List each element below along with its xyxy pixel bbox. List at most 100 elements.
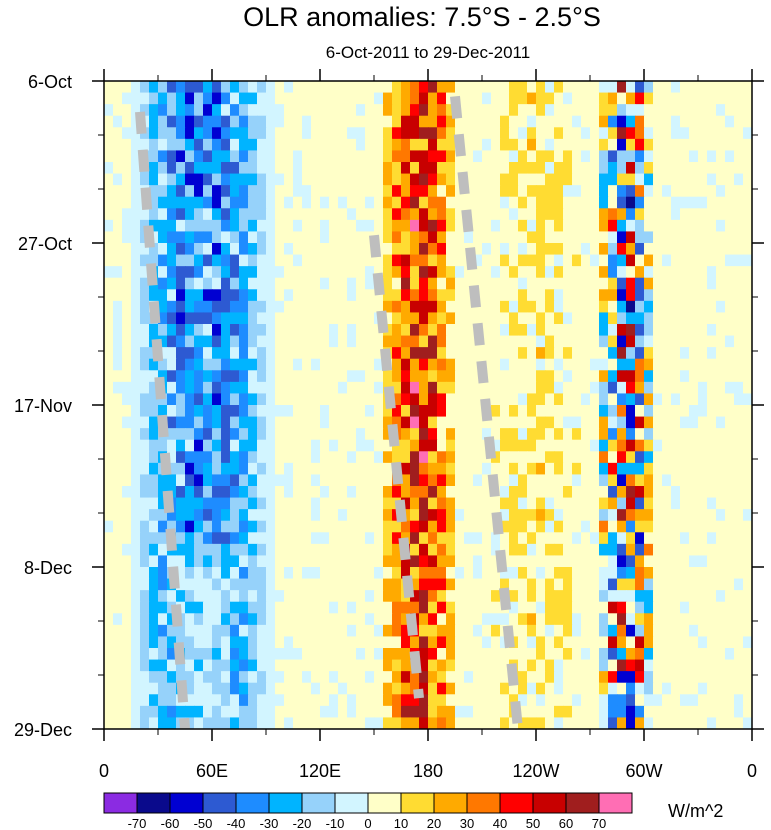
heatmap-cell — [302, 196, 312, 209]
heatmap-cell — [464, 578, 474, 591]
heatmap-cell — [374, 705, 384, 719]
heatmap-cell — [401, 254, 411, 267]
heatmap-cell — [122, 624, 132, 638]
heatmap-cell — [158, 347, 168, 360]
heatmap-cell — [572, 555, 582, 568]
heatmap-cell — [572, 648, 582, 661]
heatmap-cell — [428, 370, 438, 383]
heatmap-cell — [545, 474, 555, 487]
heatmap-cell — [338, 92, 348, 105]
heatmap-cell — [383, 266, 393, 279]
heatmap-cell — [689, 219, 699, 233]
heatmap-cell — [428, 208, 438, 221]
heatmap-cell — [644, 173, 654, 186]
heatmap-cell — [536, 243, 546, 256]
heatmap-cell — [113, 543, 123, 557]
heatmap-cell — [221, 358, 231, 371]
heatmap-cell — [608, 335, 618, 348]
heatmap-cell — [473, 92, 483, 105]
heatmap-cell — [104, 185, 114, 198]
heatmap-cell — [743, 474, 752, 487]
heatmap-cell — [608, 509, 618, 522]
heatmap-cell — [716, 185, 726, 198]
heatmap-cell — [230, 381, 240, 395]
heatmap-cell — [122, 497, 132, 510]
heatmap-cell — [473, 682, 483, 695]
heatmap-cell — [230, 555, 240, 568]
heatmap-cell — [653, 416, 663, 429]
heatmap-cell — [293, 92, 303, 105]
heatmap-cell — [149, 428, 159, 441]
heatmap-cell — [113, 92, 123, 105]
heatmap-cell — [374, 185, 384, 198]
heatmap-cell — [167, 381, 177, 395]
heatmap-cell — [437, 439, 447, 452]
heatmap-cell — [383, 462, 393, 476]
heatmap-cell — [455, 462, 465, 476]
heatmap-cell — [356, 613, 366, 626]
heatmap-cell — [230, 671, 240, 684]
heatmap-cell — [428, 335, 438, 348]
heatmap-cell — [725, 428, 735, 441]
heatmap-cell — [356, 277, 366, 290]
heatmap-cell — [392, 682, 402, 695]
heatmap-cell — [716, 312, 726, 325]
heatmap-cell — [698, 196, 708, 209]
heatmap-cell — [257, 138, 267, 152]
heatmap-cell — [446, 543, 456, 557]
heatmap-cell — [536, 624, 546, 638]
heatmap-cell — [635, 520, 645, 533]
heatmap-cell — [464, 416, 474, 429]
heatmap-cell — [635, 162, 645, 175]
heatmap-cell — [446, 127, 456, 140]
heatmap-cell — [221, 312, 231, 325]
heatmap-cell — [554, 162, 564, 175]
heatmap-cell — [293, 104, 303, 117]
heatmap-cell — [311, 567, 321, 580]
heatmap-cell — [743, 567, 752, 580]
heatmap-cell — [509, 405, 519, 418]
heatmap-cell — [302, 682, 312, 695]
heatmap-cell — [122, 601, 132, 614]
heatmap-cell — [644, 370, 654, 383]
heatmap-cell — [725, 636, 735, 649]
heatmap-cell — [626, 219, 636, 233]
heatmap-cell — [212, 185, 222, 198]
heatmap-cell — [608, 347, 618, 360]
heatmap-cell — [653, 543, 663, 557]
heatmap-cell — [554, 150, 564, 163]
heatmap-cell — [698, 462, 708, 476]
heatmap-cell — [527, 335, 537, 348]
heatmap-cell — [680, 138, 690, 152]
heatmap-cell — [356, 335, 366, 348]
heatmap-cell — [698, 358, 708, 371]
heatmap-cell — [248, 231, 258, 244]
heatmap-cell — [221, 613, 231, 626]
heatmap-cell — [383, 416, 393, 429]
heatmap-cell — [707, 277, 717, 290]
heatmap-cell — [734, 543, 744, 557]
heatmap-cell — [338, 428, 348, 441]
heatmap-cell — [167, 393, 177, 406]
heatmap-cell — [194, 358, 204, 371]
heatmap-cell — [194, 682, 204, 695]
heatmap-cell — [158, 127, 168, 140]
heatmap-cell — [221, 243, 231, 256]
heatmap-cell — [248, 196, 258, 209]
heatmap-cell — [212, 162, 222, 175]
heatmap-cell — [257, 717, 267, 729]
heatmap-cell — [419, 543, 429, 557]
heatmap-cell — [383, 92, 393, 105]
heatmap-cell — [302, 381, 312, 395]
heatmap-cell — [626, 208, 636, 221]
heatmap-cell — [509, 243, 519, 256]
heatmap-cell — [383, 497, 393, 510]
heatmap-cell — [221, 173, 231, 186]
heatmap-cell — [140, 578, 150, 591]
heatmap-cell — [248, 624, 258, 638]
heatmap-cell — [725, 567, 735, 580]
heatmap-cell — [545, 335, 555, 348]
heatmap-cell — [347, 671, 357, 684]
heatmap-cell — [401, 266, 411, 279]
heatmap-cell — [104, 300, 114, 314]
